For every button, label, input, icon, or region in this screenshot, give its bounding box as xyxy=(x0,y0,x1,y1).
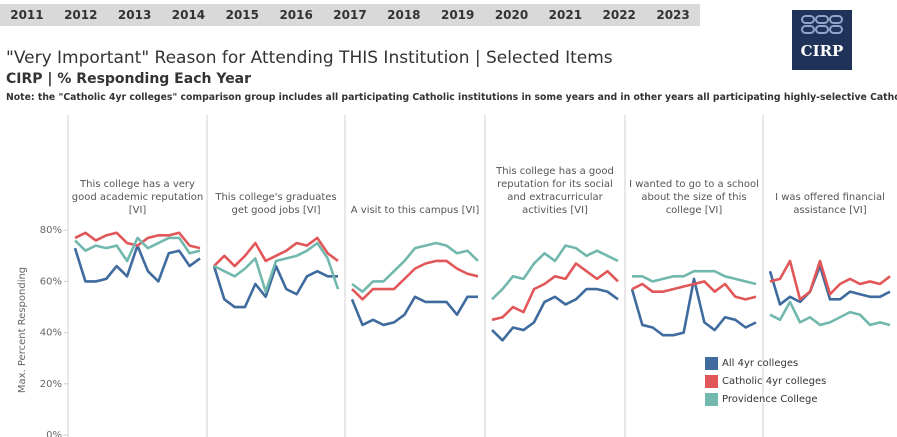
panel-title: A visit to this campus [VI] xyxy=(350,205,480,216)
year-button[interactable]: 2023 xyxy=(656,8,690,22)
legend-item: Catholic 4yr colleges xyxy=(705,375,826,393)
legend-label: All 4yr colleges xyxy=(722,358,799,369)
year-filter: 2011 2012 2013 2014 2015 2016 2017 2018 2019 2020… xyxy=(0,4,700,26)
series-line xyxy=(630,277,757,337)
legend-item: All 4yr colleges xyxy=(705,357,826,375)
note: Note: the "Catholic 4yr colleges" compar… xyxy=(6,92,897,103)
title: "Very Important" Reason for Attending TH… xyxy=(6,48,613,68)
series-line xyxy=(74,231,201,250)
series-line xyxy=(74,236,201,263)
y-tick-label: 80% xyxy=(40,225,62,236)
series-line xyxy=(351,259,479,301)
y-tick-label: 0% xyxy=(46,430,62,437)
year-button[interactable]: 2013 xyxy=(117,8,152,22)
logo-pattern xyxy=(801,15,843,34)
series-line xyxy=(769,300,891,327)
panel-title: This college's graduates get good jobs [… xyxy=(215,192,337,216)
panel-title: I wanted to go to a school about the siz… xyxy=(629,179,759,216)
y-tick-label: 60% xyxy=(40,276,62,287)
series-line xyxy=(491,287,619,342)
series-line xyxy=(213,241,340,293)
legend-label: Providence College xyxy=(722,394,818,405)
legend-swatch xyxy=(705,375,718,388)
series-line xyxy=(213,236,339,268)
year-button[interactable]: 2021 xyxy=(548,8,583,22)
subtitle: CIRP | % Responding Each Year xyxy=(6,71,252,87)
year-button[interactable]: 2017 xyxy=(333,8,367,22)
legend-item: Providence College xyxy=(705,393,826,411)
y-tick-label: 20% xyxy=(40,379,62,390)
year-button[interactable]: 2016 xyxy=(279,8,313,22)
year-button[interactable]: 2019 xyxy=(440,8,475,22)
panel-title: This college has a very good academic re… xyxy=(71,179,204,216)
legend-swatch xyxy=(705,393,718,406)
legend-label: Catholic 4yr colleges xyxy=(722,376,827,387)
series-line xyxy=(631,280,757,301)
series-line xyxy=(632,269,757,286)
series-line xyxy=(491,262,619,322)
year-button[interactable]: 2012 xyxy=(64,8,98,22)
series-line xyxy=(769,259,891,301)
panel-title: This college has a good reputation for i… xyxy=(496,166,614,216)
series-line xyxy=(73,244,201,283)
panel-title: I was offered financial assistance [VI] xyxy=(775,192,885,216)
y-tick-label: 40% xyxy=(40,328,62,339)
year-button[interactable]: 2020 xyxy=(494,8,529,22)
series-line xyxy=(350,295,478,327)
series-line xyxy=(768,264,891,306)
legend-swatch xyxy=(705,357,718,370)
legend: All 4yr colleges Catholic 4yr colleges Pro… xyxy=(705,357,826,411)
logo-text: CIRP xyxy=(800,42,844,60)
series-line xyxy=(491,244,619,301)
y-axis-label: Max. Percent Responding xyxy=(17,267,28,393)
year-button[interactable]: 2011 xyxy=(10,8,44,22)
year-button[interactable]: 2022 xyxy=(602,8,636,22)
year-button[interactable]: 2014 xyxy=(171,8,206,22)
logo: CIRP xyxy=(792,10,852,70)
series-line xyxy=(351,241,479,293)
year-button[interactable]: 2015 xyxy=(225,8,259,22)
series-line xyxy=(212,264,338,309)
year-button[interactable]: 2018 xyxy=(387,8,421,22)
